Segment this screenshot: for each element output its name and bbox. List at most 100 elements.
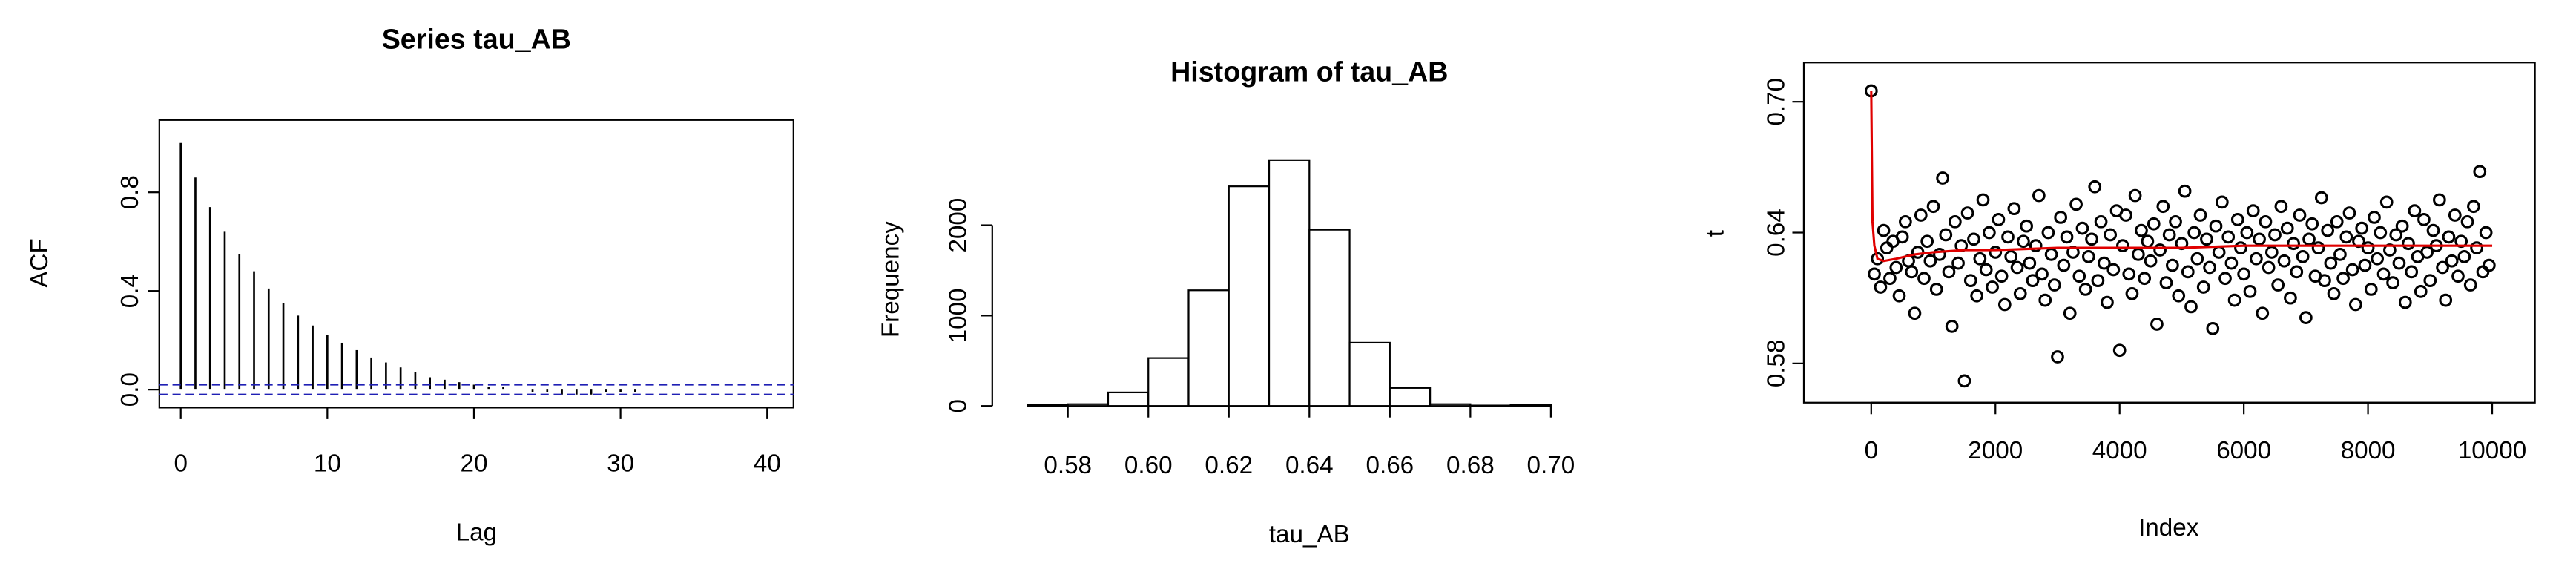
data-point xyxy=(2013,286,2027,300)
y-tick-label: 0.4 xyxy=(116,274,144,308)
data-point xyxy=(2339,230,2353,244)
data-point xyxy=(2091,274,2105,288)
data-point xyxy=(2423,274,2437,288)
data-point xyxy=(1960,206,1974,220)
data-point xyxy=(2212,246,2226,259)
data-point xyxy=(2467,200,2480,214)
data-point xyxy=(2119,208,2132,222)
x-tick-label: 8000 xyxy=(2341,437,2396,464)
data-point xyxy=(2368,211,2381,224)
data-point xyxy=(2041,226,2055,240)
data-point xyxy=(2193,208,2207,222)
data-point xyxy=(2060,230,2074,244)
data-point xyxy=(1905,265,1919,279)
data-point xyxy=(1951,256,1965,270)
data-point xyxy=(1926,200,1940,214)
data-point xyxy=(2473,165,2487,179)
data-point xyxy=(1899,214,1912,229)
data-point xyxy=(2250,252,2263,266)
data-point xyxy=(2116,239,2129,253)
y-tick-label: 0.58 xyxy=(1762,340,1790,388)
data-point xyxy=(2166,258,2179,272)
data-point xyxy=(2371,252,2385,266)
data-point xyxy=(2104,228,2118,242)
data-point xyxy=(2342,206,2356,220)
data-point xyxy=(1992,213,2006,226)
x-tick-label: 10 xyxy=(314,450,341,478)
data-point xyxy=(2181,265,2195,279)
x-tick-label: 0.68 xyxy=(1446,452,1495,479)
data-point xyxy=(1986,280,1999,294)
data-point xyxy=(2001,230,2015,244)
y-axis-label: t xyxy=(1702,230,1729,237)
data-point xyxy=(1889,260,1903,275)
data-point xyxy=(2209,219,2223,233)
data-point xyxy=(2318,274,2331,288)
data-point xyxy=(2215,195,2229,209)
data-point xyxy=(2277,254,2291,268)
x-tick-label: 0.66 xyxy=(1366,452,1414,479)
y-tick-label: 0 xyxy=(944,399,972,412)
y-axis-label: Frequency xyxy=(877,221,904,338)
data-point xyxy=(2234,241,2247,254)
data-point xyxy=(2327,286,2341,300)
data-point xyxy=(2402,237,2415,251)
data-point xyxy=(2081,249,2095,263)
data-point xyxy=(2392,256,2406,270)
data-point xyxy=(2333,248,2347,261)
data-point xyxy=(2305,217,2319,231)
data-point xyxy=(2230,213,2244,226)
data-point xyxy=(2299,311,2313,324)
data-point xyxy=(2414,285,2428,298)
data-point xyxy=(2094,214,2108,229)
data-point xyxy=(1948,214,1962,229)
data-point xyxy=(2442,230,2456,244)
data-point xyxy=(2200,232,2213,246)
data-point xyxy=(2296,249,2310,263)
data-point xyxy=(2017,234,2030,249)
data-point xyxy=(2038,293,2052,307)
data-point xyxy=(2476,265,2490,279)
data-point xyxy=(2101,295,2114,309)
data-point xyxy=(2336,272,2350,286)
y-tick-label: 0.8 xyxy=(116,175,144,209)
data-point xyxy=(1945,320,1959,333)
data-point xyxy=(2169,214,2182,229)
data-point xyxy=(2153,243,2167,257)
data-point xyxy=(2187,226,2201,240)
data-point xyxy=(2069,197,2083,211)
data-point xyxy=(2227,293,2241,307)
data-point xyxy=(2448,208,2462,222)
data-point xyxy=(2311,241,2325,254)
data-point xyxy=(1874,280,1888,294)
data-point xyxy=(2106,263,2121,277)
data-point xyxy=(2436,260,2449,275)
data-point xyxy=(2361,241,2375,254)
histogram-bar xyxy=(1348,341,1391,407)
data-point xyxy=(2023,256,2037,270)
data-point xyxy=(2047,278,2061,292)
data-point xyxy=(1936,171,1949,185)
data-point xyxy=(1871,252,1885,266)
data-point xyxy=(2482,258,2496,272)
data-point xyxy=(2253,232,2266,246)
data-point xyxy=(2020,219,2033,233)
data-point xyxy=(2274,200,2288,214)
data-point xyxy=(2141,234,2155,249)
data-point xyxy=(2131,248,2145,261)
data-point xyxy=(2426,223,2440,237)
y-tick-label: 0.70 xyxy=(1762,78,1790,126)
histogram-bar xyxy=(1308,229,1351,407)
data-point xyxy=(2184,300,2198,314)
data-point xyxy=(2147,217,2161,231)
x-axis-label: tau_AB xyxy=(1269,521,1350,548)
data-point xyxy=(2395,219,2409,233)
data-point xyxy=(2457,249,2471,263)
histogram-bar xyxy=(1027,404,1069,407)
data-point xyxy=(2445,254,2459,268)
x-tick-label: 0.62 xyxy=(1205,452,1253,479)
data-point xyxy=(2125,286,2139,300)
data-point xyxy=(2268,228,2282,242)
